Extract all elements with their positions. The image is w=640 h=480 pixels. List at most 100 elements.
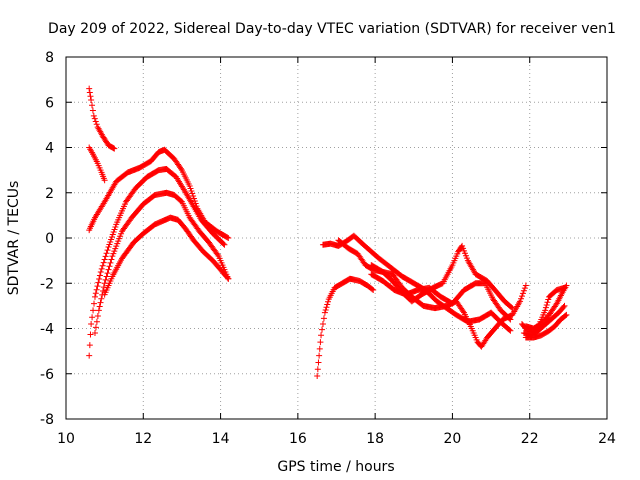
data-point xyxy=(89,102,96,109)
data-point xyxy=(110,228,117,235)
data-point xyxy=(317,339,324,346)
data-point xyxy=(560,304,567,311)
data-point xyxy=(322,306,329,313)
data-point xyxy=(520,287,527,294)
data-point xyxy=(221,241,228,248)
data-point xyxy=(563,311,570,318)
y-tick-label: 0 xyxy=(45,231,54,247)
data-point xyxy=(87,331,94,338)
data-point xyxy=(506,326,513,333)
data-point xyxy=(95,279,102,286)
data-point xyxy=(518,295,525,302)
data-point xyxy=(101,177,108,184)
series-track-1 xyxy=(86,85,118,152)
data-point xyxy=(92,290,99,297)
data-point xyxy=(186,182,193,189)
data-point xyxy=(517,298,524,305)
data-point xyxy=(90,307,97,314)
x-tick-label: 20 xyxy=(444,431,462,447)
data-point xyxy=(91,293,98,300)
data-point xyxy=(106,263,113,270)
y-tick-label: -6 xyxy=(40,367,54,383)
data-point xyxy=(89,314,96,321)
data-point xyxy=(108,233,115,240)
data-point xyxy=(324,298,331,305)
data-point xyxy=(323,304,330,311)
x-tick-label: 12 xyxy=(134,431,152,447)
data-point xyxy=(522,282,529,289)
data-point xyxy=(108,236,115,243)
data-point xyxy=(99,288,106,295)
data-point xyxy=(542,307,549,314)
plot-frame xyxy=(65,56,608,420)
grid xyxy=(66,57,607,419)
data-point xyxy=(100,284,107,291)
data-point xyxy=(96,303,103,310)
series-track-14 xyxy=(522,311,570,341)
data-point xyxy=(104,270,111,277)
data-point xyxy=(319,326,326,333)
data-point xyxy=(112,223,119,230)
data-point xyxy=(111,145,118,152)
data-point xyxy=(318,332,325,339)
y-tick-label: 4 xyxy=(45,141,54,157)
data-point xyxy=(91,115,98,122)
data-point xyxy=(89,107,96,114)
data-point xyxy=(320,315,327,322)
data-point xyxy=(177,165,184,172)
data-point xyxy=(507,316,514,323)
data-point xyxy=(94,283,101,290)
data-point xyxy=(86,342,93,349)
data-point xyxy=(518,293,525,300)
data-point xyxy=(220,240,227,247)
data-point xyxy=(88,96,95,103)
series-track-6 xyxy=(101,214,232,298)
data-point xyxy=(102,276,109,283)
data-marks xyxy=(86,85,570,380)
series-track-4 xyxy=(86,165,228,359)
data-point xyxy=(324,301,331,308)
data-point xyxy=(91,300,98,307)
chart-title: Day 209 of 2022, Sidereal Day-to-day VTE… xyxy=(48,21,616,37)
data-point xyxy=(90,112,97,119)
data-point xyxy=(98,265,105,272)
data-point xyxy=(521,285,528,292)
series-track-15 xyxy=(522,282,570,332)
data-point xyxy=(369,286,376,293)
data-point xyxy=(321,309,328,316)
data-point xyxy=(319,320,326,327)
data-point xyxy=(99,262,106,269)
series-track-9 xyxy=(335,237,516,312)
data-point xyxy=(107,239,114,246)
data-point xyxy=(103,273,110,280)
x-tick-label: 22 xyxy=(521,431,539,447)
data-point xyxy=(552,302,559,309)
data-point xyxy=(97,268,104,275)
data-point xyxy=(508,304,515,311)
data-point xyxy=(224,234,231,241)
data-point xyxy=(316,345,323,352)
data-point xyxy=(87,93,94,100)
y-tick-label: 6 xyxy=(45,95,54,111)
data-point xyxy=(91,330,98,337)
x-tick-label: 14 xyxy=(212,431,230,447)
x-tick-labels: 10 12 14 16 18 20 22 24 xyxy=(57,431,616,447)
data-point xyxy=(105,244,112,251)
data-point xyxy=(545,296,552,303)
data-point xyxy=(101,256,108,263)
data-point xyxy=(188,187,195,194)
data-point xyxy=(93,318,100,325)
y-axis-label: SDTVAR / TECUs xyxy=(6,181,22,296)
data-point xyxy=(106,241,113,248)
y-tick-label: 2 xyxy=(45,186,54,202)
data-point xyxy=(314,366,321,373)
data-point xyxy=(93,121,100,128)
data-point xyxy=(96,272,103,279)
series-track-7 xyxy=(314,275,377,380)
data-point xyxy=(519,290,526,297)
data-point xyxy=(460,308,467,315)
data-point xyxy=(86,352,93,359)
data-point xyxy=(543,301,550,308)
series-track-5 xyxy=(91,189,232,337)
